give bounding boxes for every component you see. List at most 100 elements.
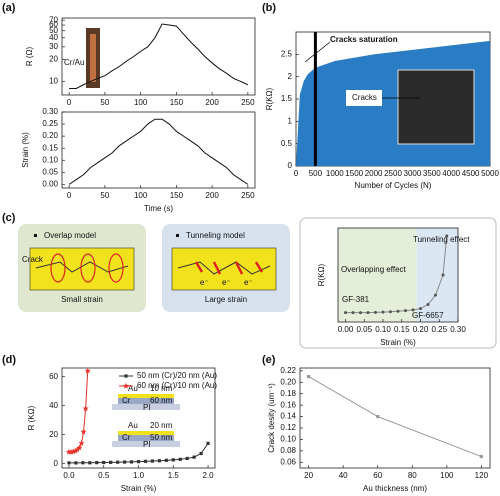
layer-label: 50 nm <box>150 433 173 442</box>
bullet <box>34 234 37 237</box>
annotation: Tunneling effect <box>413 235 470 244</box>
x-tick-label: 100 <box>134 191 148 200</box>
marker <box>78 440 85 446</box>
y-tick-label: 0.20 <box>280 377 296 386</box>
y-tick-label: 1 <box>288 116 293 125</box>
panel-label: (d) <box>2 354 16 366</box>
y-tick-label: 0.00 <box>42 179 58 188</box>
plot-frame <box>61 17 256 96</box>
marker <box>404 309 407 313</box>
y-axis-label: Strain (%) <box>21 132 30 168</box>
overlap-mark <box>80 253 96 283</box>
y-tick-label: 40 <box>49 401 58 410</box>
y-axis-label: R (KΩ) <box>27 405 36 430</box>
marker <box>84 367 91 374</box>
x-tick-label: 200 <box>205 191 219 200</box>
panel-label: (e) <box>262 354 276 366</box>
marker <box>122 460 127 464</box>
series-line <box>69 23 249 89</box>
layer-label: Au <box>128 421 138 430</box>
y-tick-label: 0.10 <box>280 435 296 444</box>
marker <box>344 311 347 315</box>
bullet <box>176 234 179 237</box>
y-tick-label: 2.5 <box>281 49 293 58</box>
marker <box>81 461 85 465</box>
layer-label: 60 nm <box>150 396 173 405</box>
overlap-mark <box>50 253 66 283</box>
y-tick-label: 70 <box>49 15 58 24</box>
x-tick-label: 0.30 <box>450 325 466 334</box>
crack-label: Crack <box>22 255 44 264</box>
strain-label: Large strain <box>205 295 247 304</box>
marker <box>102 460 106 465</box>
au-layer <box>118 431 174 435</box>
marker <box>68 448 75 455</box>
x-axis-label: Strain (%) <box>121 484 157 493</box>
x-tick-label: 250 <box>241 98 255 107</box>
au-layer <box>118 394 174 398</box>
plot-frame <box>299 367 491 469</box>
marker <box>124 374 128 378</box>
x-tick-label: 2000 <box>365 169 383 178</box>
marker <box>479 454 483 459</box>
y-tick-label: 20 <box>49 55 58 64</box>
marker <box>74 446 81 453</box>
layer-label: Au <box>128 384 138 393</box>
x-tick-label: 50 <box>100 191 109 200</box>
marker <box>88 461 92 465</box>
x-tick-label: 0.10 <box>375 325 391 334</box>
y-axis-label: R(KΩ) <box>265 87 274 110</box>
y-tick-label: 0.18 <box>280 389 296 398</box>
y-tick-label: 0.14 <box>280 412 296 421</box>
marker <box>389 310 392 314</box>
marker <box>129 460 134 464</box>
marker <box>164 458 168 462</box>
y-tick-label: 0.15 <box>42 143 58 152</box>
pi-layer <box>112 441 180 447</box>
x-tick-label: 0.5 <box>98 471 110 480</box>
shade-region <box>338 228 417 322</box>
x-axis-label: Au thickness (nm) <box>363 484 427 493</box>
x-tick-label: 0.15 <box>394 325 410 334</box>
model-title: Overlap model <box>44 231 96 240</box>
plot-frame <box>337 227 459 323</box>
x-tick-label: 3000 <box>404 169 422 178</box>
y-tick-label: 0 <box>288 161 293 170</box>
x-tick-label: 0.0 <box>63 471 75 480</box>
y-axis-label: R(KΩ) <box>317 263 326 286</box>
y-tick-label: 0.25 <box>42 119 58 128</box>
layer-label: PI <box>143 440 151 449</box>
annotation: GF-381 <box>342 295 370 304</box>
layer-label: 20 nm <box>150 421 173 430</box>
tunneling-arrow <box>194 261 264 275</box>
marker <box>122 382 130 389</box>
photo-inset <box>90 34 96 82</box>
marker <box>70 448 77 455</box>
y-tick-label: 0.12 <box>280 423 296 432</box>
marker <box>445 234 449 238</box>
x-tick-label: 1.0 <box>133 471 145 480</box>
marker <box>434 293 437 297</box>
x-axis-label: Time (s) <box>144 204 173 213</box>
legend-label: 50 nm (Cr)/20 nm (Au) <box>137 371 217 380</box>
x-axis-label: Number of Cycles (N) <box>355 181 432 190</box>
series-line <box>308 376 482 458</box>
y-axis-label: Crack desity (um⁻¹) <box>267 383 276 453</box>
x-tick-label: 150 <box>170 191 184 200</box>
sem-inset <box>397 69 475 145</box>
marker <box>76 444 83 451</box>
marker <box>366 311 370 315</box>
x-tick-label: 0 <box>67 98 72 107</box>
annotation: GF-6657 <box>412 311 444 320</box>
marker <box>441 273 445 277</box>
x-tick-label: 0.25 <box>431 325 447 334</box>
y-tick-label: 0.5 <box>281 139 293 148</box>
x-tick-label: 1.5 <box>168 471 180 480</box>
y-tick-label: 10 <box>49 77 58 86</box>
y-tick-label: 0.05 <box>42 167 58 176</box>
x-tick-label: 120 <box>475 471 489 480</box>
series-line <box>68 370 89 453</box>
x-tick-label: 5000 <box>481 169 499 178</box>
electron: e⁻ <box>244 278 253 287</box>
